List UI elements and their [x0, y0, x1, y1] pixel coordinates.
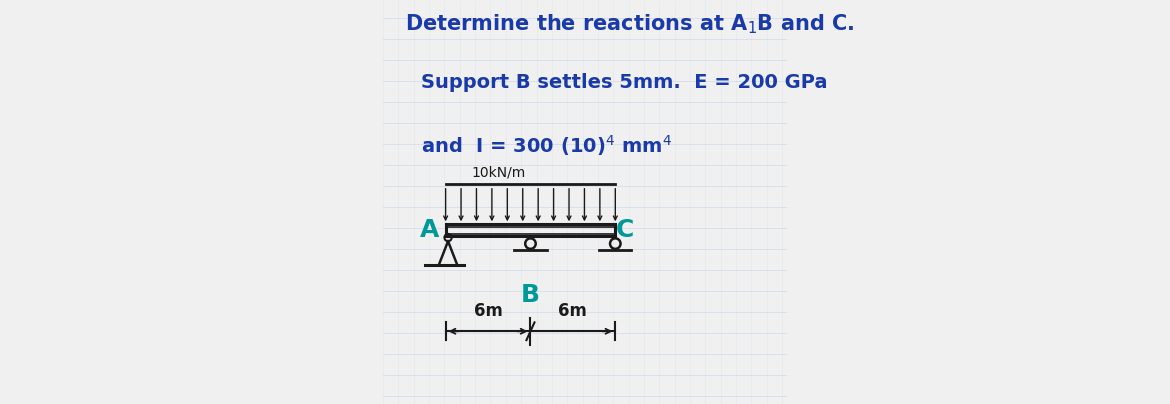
Text: A: A	[420, 218, 439, 242]
Text: Determine the reactions at A$_1$B and C.: Determine the reactions at A$_1$B and C.	[405, 12, 854, 36]
Text: and  I = 300 (10)$^4$ mm$^4$: and I = 300 (10)$^4$ mm$^4$	[421, 133, 673, 158]
Text: B: B	[521, 283, 541, 307]
Text: 6m: 6m	[558, 302, 587, 320]
Text: Support B settles 5mm.  E = 200 GPa: Support B settles 5mm. E = 200 GPa	[421, 73, 828, 92]
Text: 10kN/m: 10kN/m	[472, 166, 525, 180]
Text: 6m: 6m	[474, 302, 502, 320]
Text: C: C	[617, 218, 634, 242]
